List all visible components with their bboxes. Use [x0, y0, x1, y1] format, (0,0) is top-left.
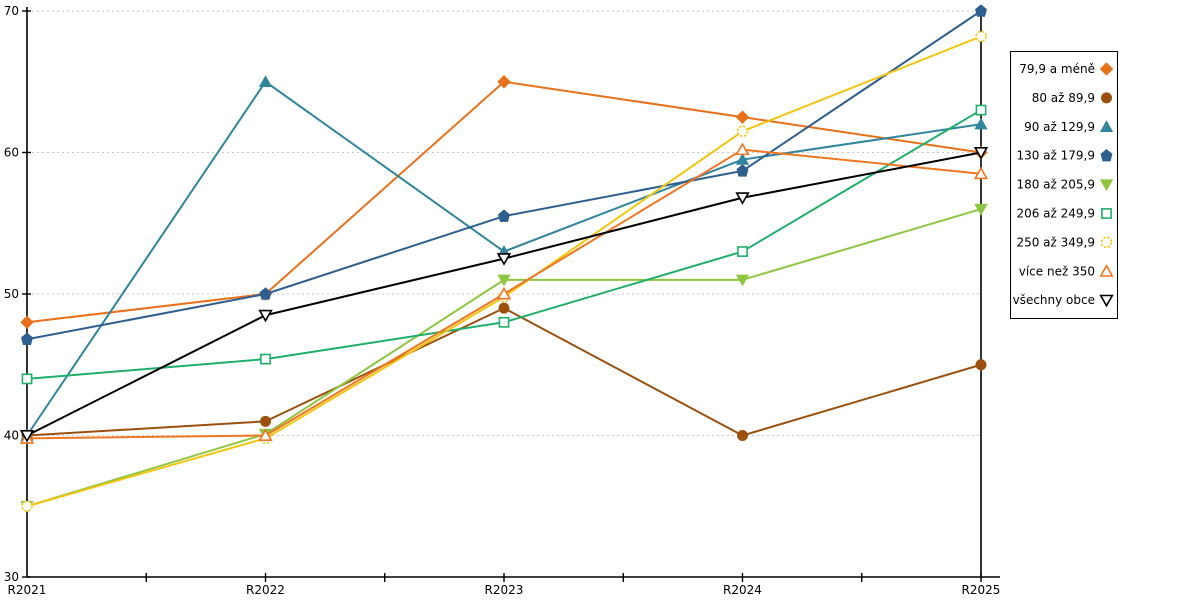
legend-marker-2: [1099, 120, 1114, 132]
series-marker-1: [737, 430, 748, 441]
series-marker-1: [498, 302, 510, 314]
series-marker-7: [735, 142, 750, 156]
legend-label-7: více než 350: [1019, 264, 1095, 278]
series-marker-8: [19, 430, 35, 443]
series-marker-8: [258, 309, 273, 323]
series-marker-7: [258, 428, 273, 441]
legend-marker-6: [1100, 236, 1113, 249]
legend-marker-0: [1099, 62, 1114, 76]
series-marker-3: [259, 287, 272, 300]
legend-label-8: všechny obce: [1013, 293, 1095, 307]
x-axis-tick-label: R2025: [962, 583, 1001, 597]
series-marker-8: [496, 253, 512, 266]
series-line-5: [26, 109, 982, 380]
legend-label-3: 130 až 179,9: [1016, 149, 1095, 163]
series-marker-1: [260, 415, 271, 427]
y-axis-tick-label: 50: [4, 287, 19, 301]
series-marker-4: [735, 274, 750, 287]
series-marker-0: [735, 110, 750, 124]
legend-label-1: 80 až 89,9: [1032, 91, 1095, 105]
series-marker-7: [496, 286, 512, 300]
series-marker-6: [736, 125, 749, 138]
series-marker-3: [498, 209, 510, 222]
x-axis-tick-label: R2023: [485, 583, 524, 597]
series-marker-5: [737, 246, 748, 257]
series-marker-4: [497, 274, 511, 287]
series-marker-8: [973, 147, 989, 160]
series-marker-7: [973, 166, 989, 180]
series-marker-3: [736, 164, 749, 177]
legend-label-5: 206 až 249,9: [1016, 207, 1095, 221]
series-marker-2: [258, 75, 273, 87]
y-axis-tick-label: 40: [4, 429, 19, 443]
legend-label-4: 180 až 205,9: [1016, 178, 1095, 192]
series-marker-4: [974, 203, 988, 216]
legend-marker-5: [1101, 208, 1112, 219]
series-marker-5: [260, 353, 271, 365]
legend-marker-1: [1101, 92, 1112, 104]
series-marker-5: [498, 316, 510, 328]
series-marker-1: [975, 359, 987, 371]
legend-box: [1010, 51, 1118, 319]
y-axis-tick-label: 70: [4, 4, 19, 18]
legend-label-0: 79,9 a méně: [1019, 62, 1095, 76]
legend-label-2: 90 až 129,9: [1024, 120, 1095, 134]
legend-marker-7: [1099, 264, 1114, 277]
x-axis-tick-label: R2021: [8, 583, 47, 597]
series-marker-3: [975, 4, 987, 17]
series-marker-0: [20, 315, 34, 330]
x-axis-tick-label: R2024: [723, 583, 762, 597]
series-marker-6: [21, 500, 33, 513]
legend-label-6: 250 až 349,9: [1016, 235, 1095, 249]
series-marker-0: [497, 75, 511, 89]
legend-marker-3: [1100, 149, 1113, 162]
y-axis-tick-label: 30: [4, 570, 19, 584]
legend-marker-8: [1099, 294, 1114, 308]
series-marker-3: [21, 332, 33, 345]
series-marker-2: [974, 117, 988, 130]
series-marker-8: [735, 192, 750, 205]
y-axis-tick-label: 60: [4, 146, 19, 160]
series-marker-5: [21, 373, 33, 385]
x-axis-tick-label: R2022: [246, 583, 285, 597]
legend-marker-4: [1099, 179, 1114, 192]
series-marker-6: [975, 30, 987, 43]
series-marker-5: [975, 104, 987, 116]
